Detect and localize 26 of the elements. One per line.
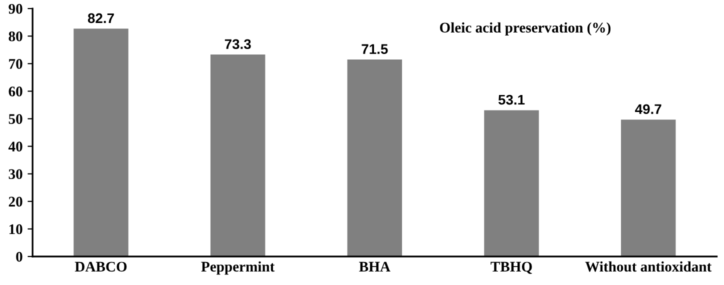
y-tick-label: 10 — [9, 224, 22, 234]
x-tick-label: Peppermint — [201, 261, 275, 275]
y-tick-label: 60 — [8, 86, 22, 96]
bar — [620, 120, 676, 256]
bar — [347, 60, 402, 256]
x-tick-label: BHA — [359, 262, 390, 272]
y-tick-label: 50 — [8, 114, 22, 124]
y-tick-label: 0 — [16, 252, 22, 262]
y-tick-label: 30 — [8, 169, 22, 180]
x-tick-label: DABCO — [74, 262, 127, 272]
y-tick-label: 70 — [9, 59, 22, 69]
text: Oleic acid preservation (%) — [440, 22, 610, 36]
y-tick-label: 90 — [8, 4, 22, 14]
data-label: 82.7 — [88, 13, 114, 24]
data-label: 71.5 — [362, 44, 388, 54]
data-label: 73.3 — [224, 39, 251, 50]
data-label: 53.1 — [498, 94, 525, 105]
x-tick-label: Without antioxidant — [585, 261, 712, 272]
y-tick-label: 40 — [8, 142, 22, 152]
bar — [74, 28, 128, 256]
x-tick-label: TBHQ — [490, 262, 532, 274]
data-label: 49.7 — [635, 104, 662, 114]
y-tick-label: 20 — [8, 196, 22, 207]
bar — [210, 54, 266, 256]
y-tick-label: 80 — [8, 31, 22, 42]
bar — [484, 110, 539, 256]
